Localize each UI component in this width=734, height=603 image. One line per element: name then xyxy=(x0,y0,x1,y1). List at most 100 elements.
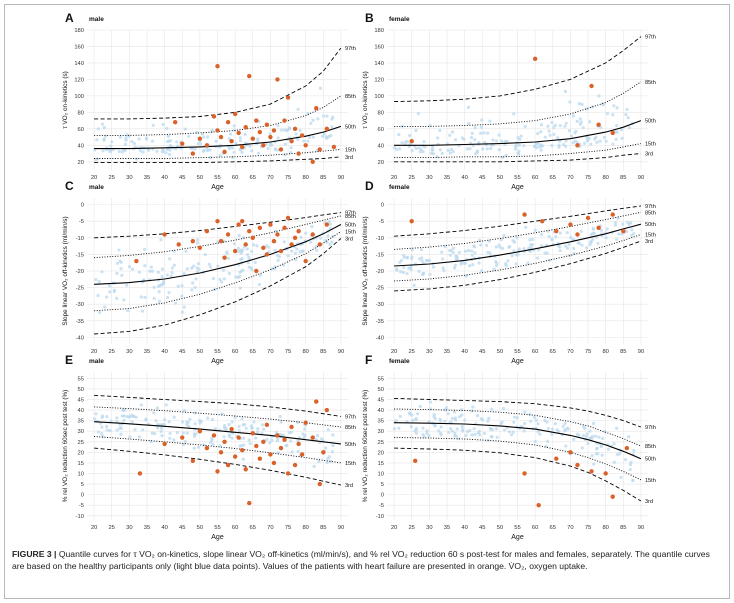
healthy-point xyxy=(224,426,228,430)
healthy-point xyxy=(328,459,333,464)
healthy-point xyxy=(494,245,498,249)
healthy-point xyxy=(408,133,412,138)
quantile-label-85th: 85th xyxy=(345,214,356,220)
healthy-point xyxy=(550,144,554,148)
healthy-point xyxy=(511,239,515,243)
healthy-point xyxy=(522,247,526,251)
quantile-label-85th: 85th xyxy=(345,94,356,100)
healthy-point xyxy=(502,233,506,238)
healthy-point xyxy=(613,223,617,227)
healthy-point xyxy=(585,432,589,436)
healthy-point xyxy=(273,147,277,151)
healthy-point xyxy=(479,417,483,421)
healthy-point xyxy=(210,417,215,422)
x-tick-label: 80 xyxy=(302,525,308,531)
y-tick-label: 35 xyxy=(378,419,384,425)
healthy-point xyxy=(614,137,618,141)
healthy-point xyxy=(286,254,290,258)
y-tick-label: 20 xyxy=(378,160,384,166)
healthy-point xyxy=(546,439,550,443)
x-tick-label: 90 xyxy=(638,175,644,181)
healthy-point xyxy=(479,131,483,135)
y-tick-label: -30 xyxy=(76,302,84,308)
healthy-point xyxy=(301,249,305,254)
x-axis-title: Age xyxy=(511,534,524,541)
x-tick-label: 40 xyxy=(161,525,167,531)
panel-sex-label: female xyxy=(389,358,410,365)
patient-point xyxy=(239,144,245,150)
healthy-point xyxy=(431,265,435,269)
healthy-point xyxy=(198,418,202,422)
patient-point xyxy=(296,151,301,156)
healthy-point xyxy=(290,249,294,253)
patient-point xyxy=(232,111,238,117)
healthy-point xyxy=(318,236,323,240)
x-tick-label: 85 xyxy=(320,349,326,355)
patient-point xyxy=(278,248,284,254)
healthy-point xyxy=(488,119,492,123)
patient-point xyxy=(310,232,315,237)
quantile-label-3rd: 3rd xyxy=(645,499,653,505)
healthy-point xyxy=(480,269,484,273)
y-axis-title: τ VO₂ on-kinetics (s) xyxy=(362,71,369,129)
y-tick-label: 40 xyxy=(378,408,384,414)
x-tick-label: 45 xyxy=(479,525,485,531)
healthy-point xyxy=(168,139,173,143)
healthy-point xyxy=(143,247,147,251)
quantile-label-50th: 50th xyxy=(645,457,656,463)
patient-point xyxy=(282,437,287,442)
patient-point xyxy=(285,215,291,221)
healthy-point xyxy=(438,128,442,133)
healthy-point xyxy=(168,148,172,152)
healthy-point xyxy=(125,415,129,419)
y-tick-label: 160 xyxy=(74,44,84,50)
healthy-point xyxy=(513,147,517,151)
patient-point xyxy=(232,454,238,459)
healthy-point xyxy=(218,277,222,282)
patient-point xyxy=(303,143,308,148)
healthy-point xyxy=(196,445,201,449)
healthy-point xyxy=(124,136,128,140)
healthy-point xyxy=(180,310,184,314)
healthy-point xyxy=(236,246,240,250)
healthy-point xyxy=(240,257,244,261)
panel-sex-label: male xyxy=(89,184,104,191)
x-tick-label: 20 xyxy=(91,525,97,531)
y-tick-label: 15 xyxy=(378,461,384,467)
healthy-point xyxy=(553,422,557,426)
healthy-point xyxy=(439,431,443,435)
healthy-point xyxy=(442,269,446,273)
healthy-point xyxy=(450,429,455,433)
healthy-point xyxy=(232,242,237,246)
healthy-point xyxy=(539,148,543,152)
patient-point xyxy=(603,471,608,476)
healthy-point xyxy=(124,138,128,142)
healthy-point xyxy=(329,133,333,138)
healthy-point xyxy=(411,418,415,422)
healthy-point xyxy=(154,419,158,423)
x-tick-label: 80 xyxy=(602,349,608,355)
quantile-label-15th: 15th xyxy=(645,478,656,484)
healthy-point xyxy=(500,139,504,143)
y-tick-label: -20 xyxy=(376,269,384,275)
healthy-point xyxy=(471,405,475,409)
healthy-point xyxy=(183,439,187,444)
patient-point xyxy=(247,500,252,506)
patient-point xyxy=(554,456,559,461)
patient-point xyxy=(575,143,580,148)
x-tick-label: 60 xyxy=(532,525,538,531)
healthy-point xyxy=(103,134,108,138)
patient-point xyxy=(596,122,601,127)
y-axis-title: Slope linear VO₂ off-kinetics (ml/min/s) xyxy=(62,216,69,325)
panel-letter: D xyxy=(365,179,374,193)
healthy-point xyxy=(128,435,132,439)
healthy-point xyxy=(102,126,106,130)
patient-point xyxy=(172,120,178,125)
healthy-point xyxy=(563,89,567,94)
patient-point xyxy=(236,222,241,227)
healthy-point xyxy=(395,267,399,271)
healthy-point xyxy=(125,283,129,287)
healthy-point xyxy=(536,248,541,252)
